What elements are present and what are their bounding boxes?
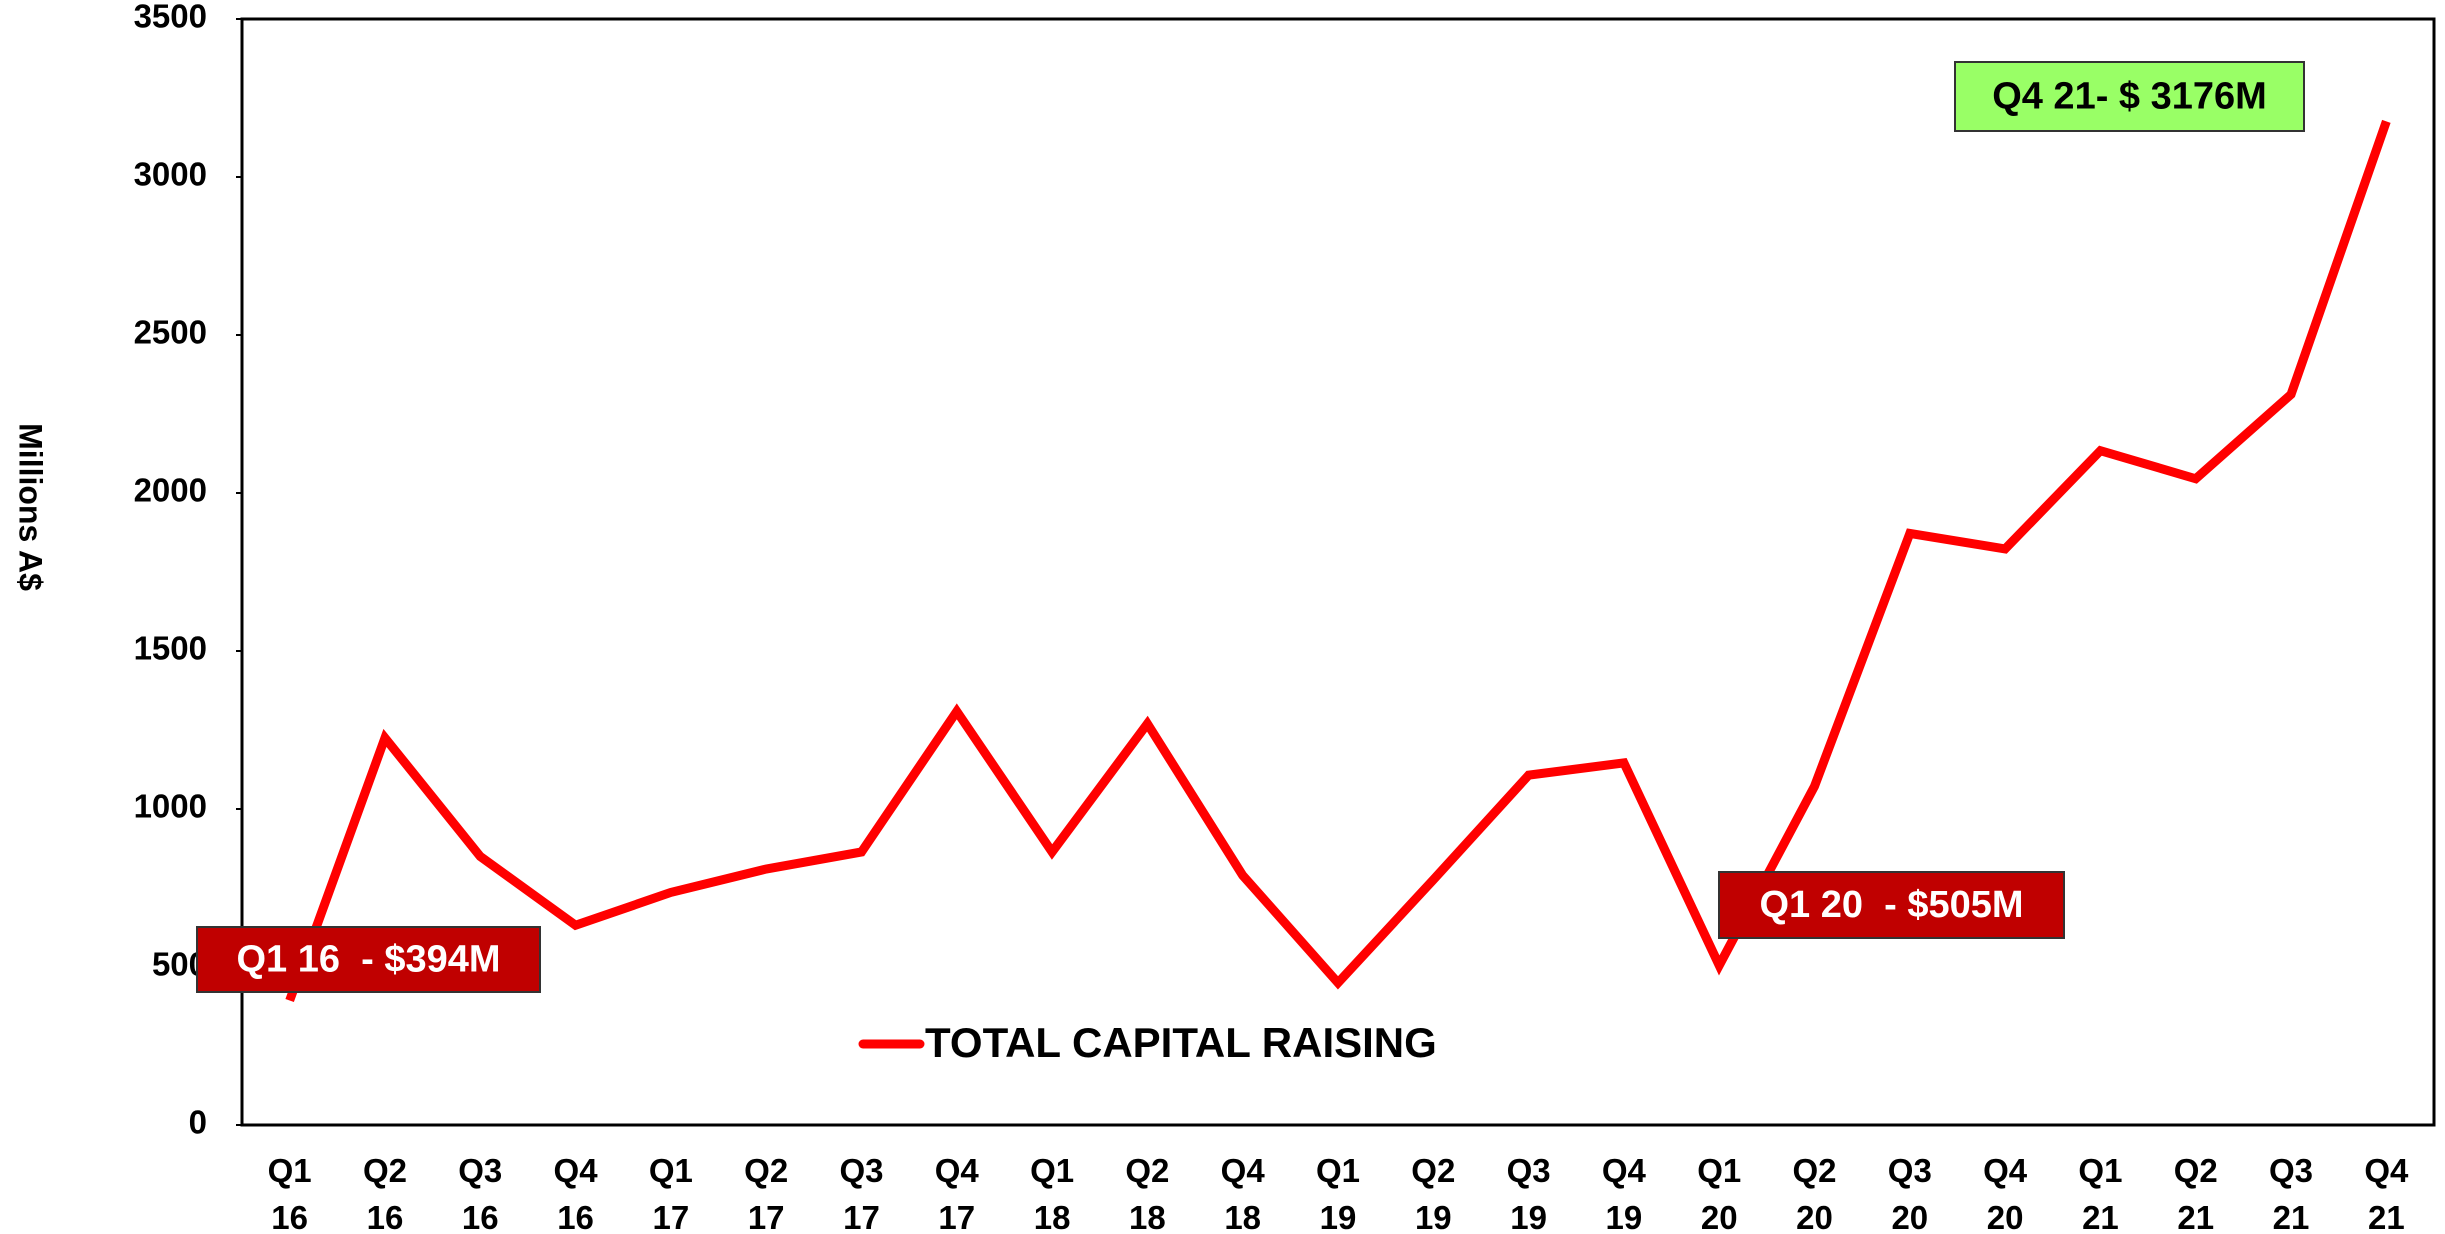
y-tick-label: 2500	[134, 314, 207, 351]
x-tick-label: Q4 18	[1221, 1152, 1266, 1234]
x-tick-label: Q1 20	[1697, 1152, 1741, 1234]
legend-label: TOTAL CAPITAL RAISING	[925, 1019, 1437, 1066]
plot-frame	[240, 17, 2436, 1127]
x-tick-label: Q1 19	[1316, 1152, 1360, 1234]
x-tick-label: Q2 21	[2174, 1152, 2218, 1234]
x-tick-label: Q2 18	[1125, 1152, 1169, 1234]
y-tick-label: 2000	[134, 472, 207, 509]
x-tick-label: Q1 18	[1030, 1152, 1074, 1234]
x-tick-label: Q3 20	[1888, 1152, 1932, 1234]
annotation-box	[1954, 61, 2305, 132]
annotation-text: Q1 20 - $505M	[1759, 884, 2023, 926]
y-tick-label: 1500	[134, 630, 207, 667]
x-tick-label: Q2 19	[1411, 1152, 1455, 1234]
y-tick-label: 0	[189, 1104, 207, 1141]
x-tick-label: Q3 19	[1507, 1152, 1551, 1234]
line	[285, 119, 2391, 1003]
x-tick-label: Q1 17	[649, 1152, 693, 1234]
x-tick-label: Q4 19	[1602, 1152, 1647, 1234]
x-tick-label: Q3 17	[839, 1152, 883, 1234]
x-tick-label: Q3 21	[2269, 1152, 2313, 1234]
x-tick-label: Q1 21	[2078, 1152, 2122, 1234]
x-tick-label: Q4 20	[1983, 1152, 2028, 1234]
annotation-box	[1718, 871, 2065, 939]
x-tick-label: Q2 17	[744, 1152, 788, 1234]
annotation-text: Q4 21- $ 3176M	[1992, 76, 2267, 118]
x-tick-label: Q4 17	[935, 1152, 980, 1234]
y-tick-label: 1000	[134, 788, 207, 825]
x-tick-label: Q2 20	[1793, 1152, 1837, 1234]
annotation-box	[196, 926, 541, 993]
y-tick-label: 3000	[134, 156, 207, 193]
y-axis-label: Millions A$	[13, 423, 49, 591]
x-tick-label: Q4 16	[554, 1152, 599, 1234]
x-tick-label: Q1 16	[268, 1152, 312, 1234]
x-tick-label: Q4 21	[2364, 1152, 2409, 1234]
x-tick-label: Q3 16	[458, 1152, 502, 1234]
annotation-text: Q1 16 - $394M	[236, 939, 500, 981]
y-tick-label: 3500	[134, 0, 207, 35]
x-tick-label: Q2 16	[363, 1152, 407, 1234]
